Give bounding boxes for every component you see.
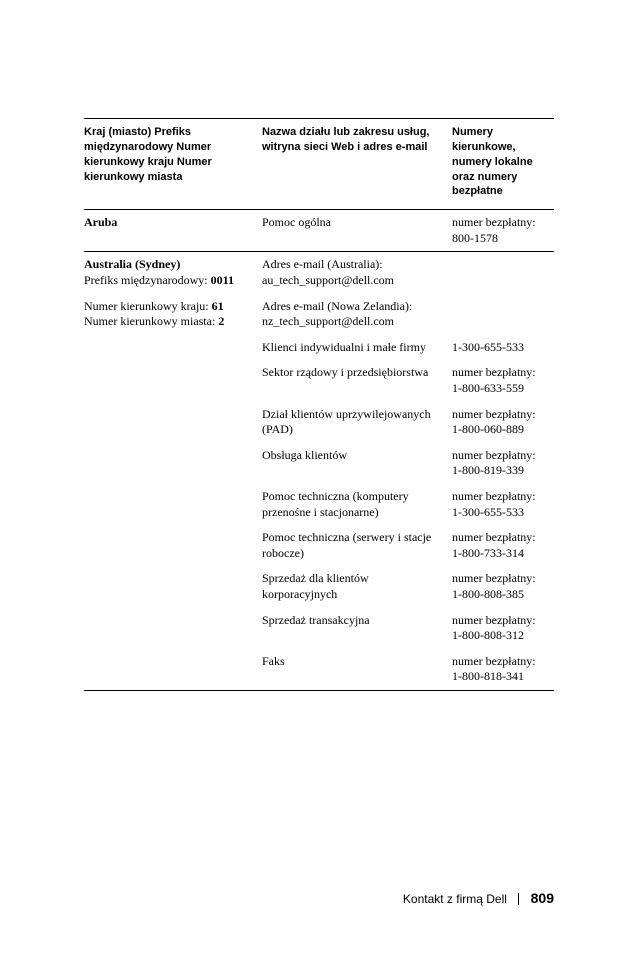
dept-cell: Pomoc techniczna (komputery przenośne i … [262,484,452,525]
table-row: Dział klientów uprzywilejowanych (PAD)nu… [84,402,554,443]
number-cell: numer bezpłatny: 1-800-633-559 [452,360,554,401]
contact-table: Kraj (miasto) Prefiks międzynarodowy Num… [84,118,554,691]
dept-cell: Klienci indywidualni i małe firmy [262,335,452,361]
dept-cell: Pomoc techniczna (serwery i stacje roboc… [262,525,452,566]
table-row: Klienci indywidualni i małe firmy1-300-6… [84,335,554,361]
dept-cell: Sprzedaż transakcyjna [262,608,452,649]
country-cell [84,484,262,525]
dept-cell: Obsługa klientów [262,443,452,484]
table-body: ArubaPomoc ogólnanumer bezpłatny: 800-15… [84,210,554,691]
table-header-row: Kraj (miasto) Prefiks międzynarodowy Num… [84,119,554,210]
dept-cell: Adres e-mail (Nowa Zelandia): nz_tech_su… [262,294,452,335]
table-row: Pomoc techniczna (serwery i stacje roboc… [84,525,554,566]
footer-divider [518,893,519,905]
dept-cell: Adres e-mail (Australia): au_tech_suppor… [262,252,452,294]
table-row: Sprzedaż transakcyjnanumer bezpłatny: 1-… [84,608,554,649]
dept-cell: Faks [262,649,452,690]
dept-cell: Sprzedaż dla klientów korporacyjnych [262,566,452,607]
number-cell: numer bezpłatny: 1-800-733-314 [452,525,554,566]
table-row: Pomoc techniczna (komputery przenośne i … [84,484,554,525]
dept-cell: Sektor rządowy i przedsiębiorstwa [262,360,452,401]
row-separator [84,690,554,691]
country-cell [84,335,262,361]
header-country: Kraj (miasto) Prefiks międzynarodowy Num… [84,119,262,210]
number-cell [452,252,554,294]
table-row: Australia (Sydney)Prefiks międzynarodowy… [84,252,554,294]
document-page: Kraj (miasto) Prefiks międzynarodowy Num… [0,0,636,691]
table-row: Numer kierunkowy kraju: 61Numer kierunko… [84,294,554,335]
country-cell: Aruba [84,210,262,252]
table-row: Obsługa klientównumer bezpłatny: 1-800-8… [84,443,554,484]
number-cell: numer bezpłatny: 1-800-808-385 [452,566,554,607]
country-cell: Australia (Sydney)Prefiks międzynarodowy… [84,252,262,294]
page-footer: Kontakt z firmą Dell 809 [403,890,554,906]
number-cell: numer bezpłatny: 1-300-655-533 [452,484,554,525]
country-cell [84,360,262,401]
footer-title: Kontakt z firmą Dell [403,892,507,906]
number-cell: numer bezpłatny: 1-800-060-889 [452,402,554,443]
dept-cell: Dział klientów uprzywilejowanych (PAD) [262,402,452,443]
country-cell [84,608,262,649]
country-cell [84,525,262,566]
table-row: Sprzedaż dla klientów korporacyjnychnume… [84,566,554,607]
country-cell: Numer kierunkowy kraju: 61Numer kierunko… [84,294,262,335]
header-dept: Nazwa działu lub zakresu usług, witryna … [262,119,452,210]
table-row: Faksnumer bezpłatny: 1-800-818-341 [84,649,554,690]
number-cell: 1-300-655-533 [452,335,554,361]
country-cell [84,443,262,484]
dept-cell: Pomoc ogólna [262,210,452,252]
number-cell [452,294,554,335]
table-row: ArubaPomoc ogólnanumer bezpłatny: 800-15… [84,210,554,252]
country-cell [84,649,262,690]
page-number: 809 [531,890,554,906]
country-cell [84,566,262,607]
header-numbers: Numery kierunkowe, numery lokalne oraz n… [452,119,554,210]
number-cell: numer bezpłatny: 1-800-819-339 [452,443,554,484]
country-cell [84,402,262,443]
number-cell: numer bezpłatny: 800-1578 [452,210,554,252]
number-cell: numer bezpłatny: 1-800-808-312 [452,608,554,649]
table-row: Sektor rządowy i przedsiębiorstwanumer b… [84,360,554,401]
number-cell: numer bezpłatny: 1-800-818-341 [452,649,554,690]
